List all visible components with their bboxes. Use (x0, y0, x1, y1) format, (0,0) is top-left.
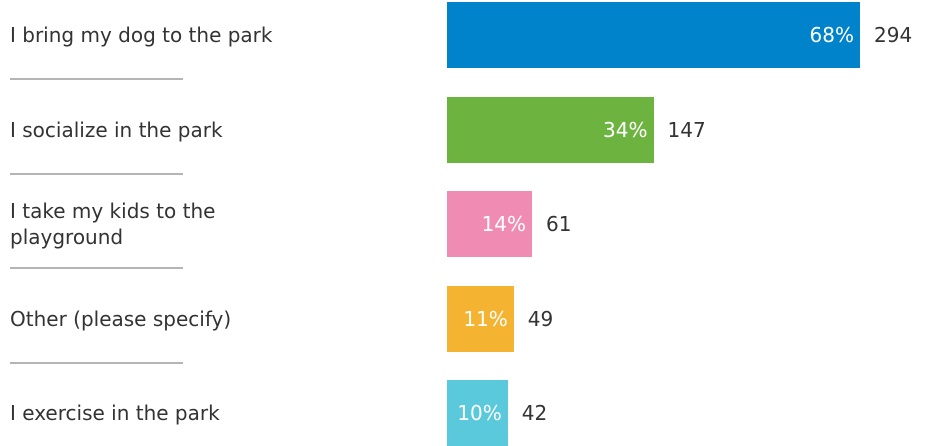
separator (10, 361, 183, 364)
separator (10, 172, 183, 175)
value-label: 10% (457, 401, 502, 425)
bar: 14% (447, 191, 533, 257)
value-label: 68% (809, 23, 854, 47)
value-label: 14% (481, 212, 527, 236)
category-label: Other (please specify) (10, 306, 232, 331)
count-label: 61 (546, 212, 572, 236)
category-label: I socialize in the park (10, 117, 223, 142)
category-label: I exercise in the park (10, 401, 220, 425)
separator (10, 78, 183, 80)
count-label: 147 (667, 117, 706, 142)
value-label: 34% (603, 117, 648, 142)
count-label: 49 (527, 306, 554, 331)
bar: 68% (447, 2, 860, 68)
bar: 11% (447, 285, 514, 352)
category-label: I bring my dog to the park (10, 23, 273, 47)
separator (10, 267, 183, 269)
value-label: 11% (463, 306, 508, 331)
bar: 10% (447, 380, 508, 446)
count-label: 42 (521, 401, 548, 425)
bar: 34% (447, 96, 654, 163)
category-label: I take my kids to the playground (10, 199, 216, 249)
count-label: 294 (874, 23, 913, 47)
